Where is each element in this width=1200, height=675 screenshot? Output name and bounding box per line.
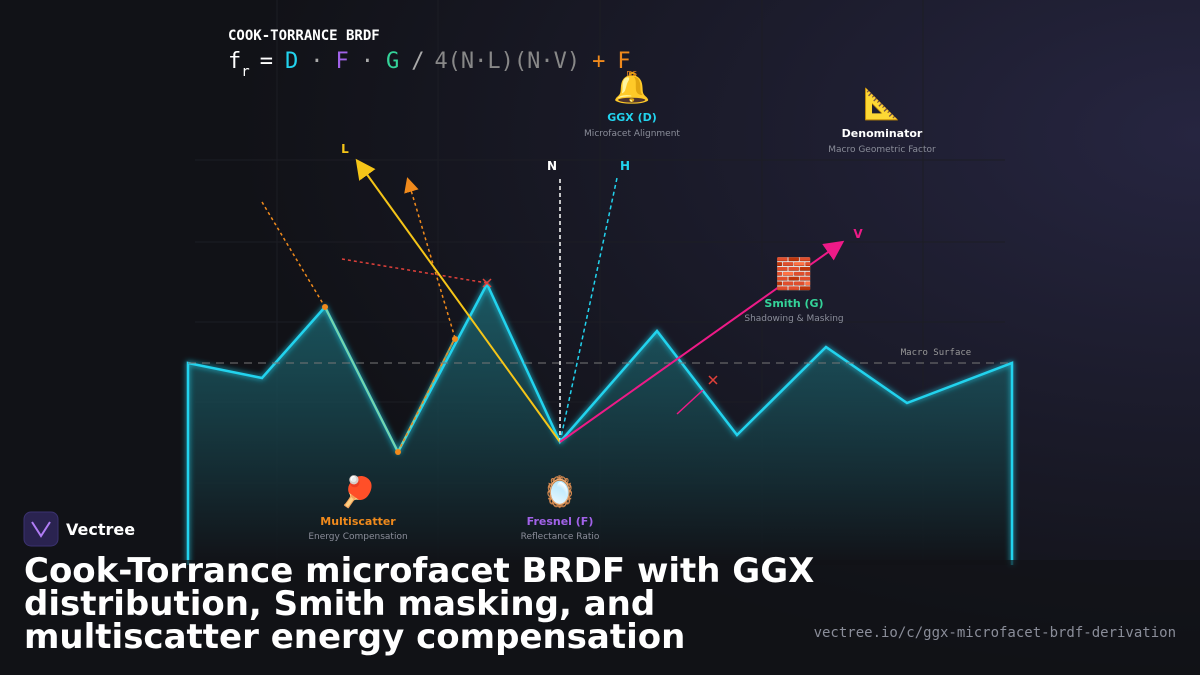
formula-token: G <box>386 49 399 74</box>
bounce <box>322 304 328 310</box>
formula-title: COOK-TORRANCE BRDF <box>228 28 380 44</box>
formula-token: = <box>260 49 273 74</box>
caption-line: distribution, Smith masking, and <box>24 584 655 624</box>
logo-mark <box>31 521 51 538</box>
footer-bg <box>0 560 1200 675</box>
term-icon: 🏓 <box>339 472 376 510</box>
url: vectree.io/c/ggx-microfacet-brdf-derivat… <box>814 625 1176 641</box>
brand: Vectree <box>66 520 135 539</box>
term-icon: 🪞 <box>541 474 578 510</box>
term-icon: 🔔 <box>613 71 650 106</box>
vector-label: V <box>853 227 863 241</box>
term-label: Smith (G) <box>764 297 823 310</box>
caption-line: multiscatter energy compensation <box>24 617 685 657</box>
formula-token: f <box>228 49 241 74</box>
formula-token: F <box>617 49 630 74</box>
formula-token: + <box>592 49 605 74</box>
blocked-mark <box>482 278 492 288</box>
vector-label: H <box>620 159 630 173</box>
term-caption: Microfacet Alignment <box>584 129 680 139</box>
formula-token: D <box>285 49 298 74</box>
formula-token: F <box>335 49 348 74</box>
surface-fill <box>188 284 1012 565</box>
term-label: Denominator <box>842 127 923 140</box>
term-caption: Reflectance Ratio <box>521 532 600 542</box>
bounce <box>395 449 401 455</box>
formula-token: r <box>241 64 249 80</box>
bounce <box>452 336 458 342</box>
macro-surface-label: Macro Surface <box>901 348 971 358</box>
blocked-mark <box>708 375 718 385</box>
formula-token: · <box>361 49 374 74</box>
term-caption: Shadowing & Masking <box>744 314 843 324</box>
formula-token: 4(N·L)(N·V) <box>434 49 580 74</box>
light-vector <box>355 158 561 443</box>
term-caption: Macro Geometric Factor <box>828 145 936 155</box>
vector-label: L <box>341 142 349 156</box>
vector-label: N <box>547 159 557 173</box>
term-caption: Energy Compensation <box>308 532 407 542</box>
term-icon: 📐 <box>863 86 900 122</box>
view-vector <box>559 240 845 443</box>
formula-token: · <box>310 49 323 74</box>
formula: fr = D · F · G / 4(N·L)(N·V) + Fms <box>228 49 637 80</box>
term-label: Multiscatter <box>320 515 396 528</box>
formula-token: / <box>411 49 424 74</box>
scatter-rays <box>261 177 488 453</box>
masked-ray <box>676 389 704 415</box>
half-vector <box>559 177 618 443</box>
term-label: GGX (D) <box>607 111 657 124</box>
formula-token: ms <box>627 69 638 79</box>
logo <box>23 511 59 547</box>
term-label: Fresnel (F) <box>527 515 594 528</box>
caption-line: Cook-Torrance microfacet BRDF with GGX <box>24 551 814 591</box>
term-icon: 🧱 <box>775 256 812 292</box>
